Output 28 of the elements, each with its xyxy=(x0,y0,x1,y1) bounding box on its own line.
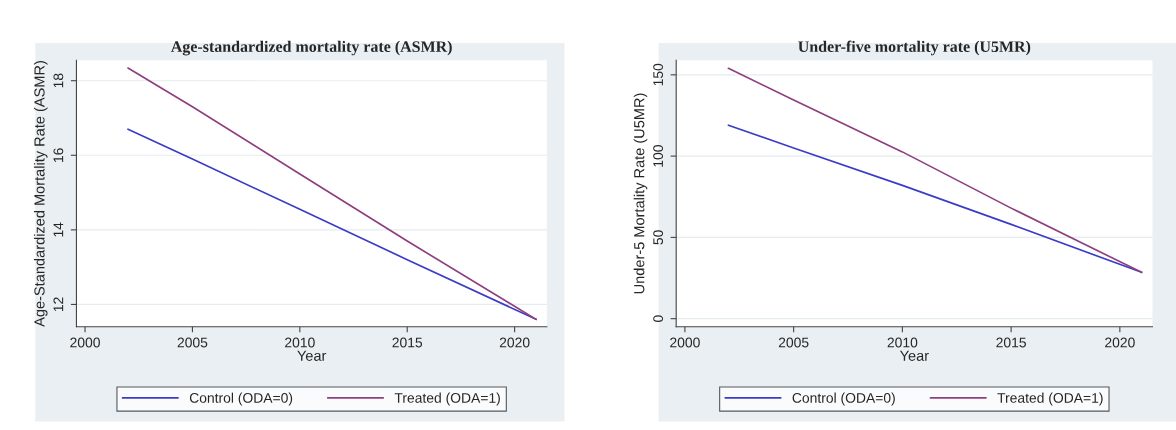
y-tick-label: 100 xyxy=(653,145,664,167)
y-tick-label: 14 xyxy=(53,222,64,237)
y-tick-label: 150 xyxy=(653,63,664,86)
legend-label: Treated (ODA=1) xyxy=(997,392,1103,406)
x-tick-label: 2000 xyxy=(70,337,100,348)
y-tick-label: 0 xyxy=(653,315,664,322)
legend-label: Control (ODA=0) xyxy=(792,392,895,406)
x-axis-title: Year xyxy=(899,350,929,361)
x-tick-label: 2015 xyxy=(996,337,1026,348)
y-tick-label: 50 xyxy=(653,230,664,245)
y-axis-title: Under-5 Mortality Rate (U5MR) xyxy=(633,93,648,294)
x-tick-label: 2010 xyxy=(887,337,918,348)
x-tick-label: 2000 xyxy=(670,337,700,348)
legend-label: Control (ODA=0) xyxy=(189,392,293,406)
y-tick-label: 18 xyxy=(53,73,64,88)
x-tick-label: 2015 xyxy=(392,337,423,348)
y-tick-label: 12 xyxy=(53,297,64,312)
legend-label: Treated (ODA=1) xyxy=(394,392,500,406)
x-tick-label: 2005 xyxy=(177,337,208,348)
y-tick-label: 16 xyxy=(53,148,64,162)
chart-title: Age-standardized mortality rate (ASMR) xyxy=(170,40,452,56)
x-axis-title: Year xyxy=(297,350,327,361)
y-axis-title: Age-Standardized Mortality Rate (ASMR) xyxy=(33,61,48,327)
x-tick-label: 2020 xyxy=(1105,337,1135,348)
x-tick-label: 2020 xyxy=(499,337,530,348)
x-tick-label: 2010 xyxy=(285,337,315,348)
chart-title: Under-five mortality rate (U5MR) xyxy=(798,40,1031,56)
x-tick-label: 2005 xyxy=(778,337,809,348)
